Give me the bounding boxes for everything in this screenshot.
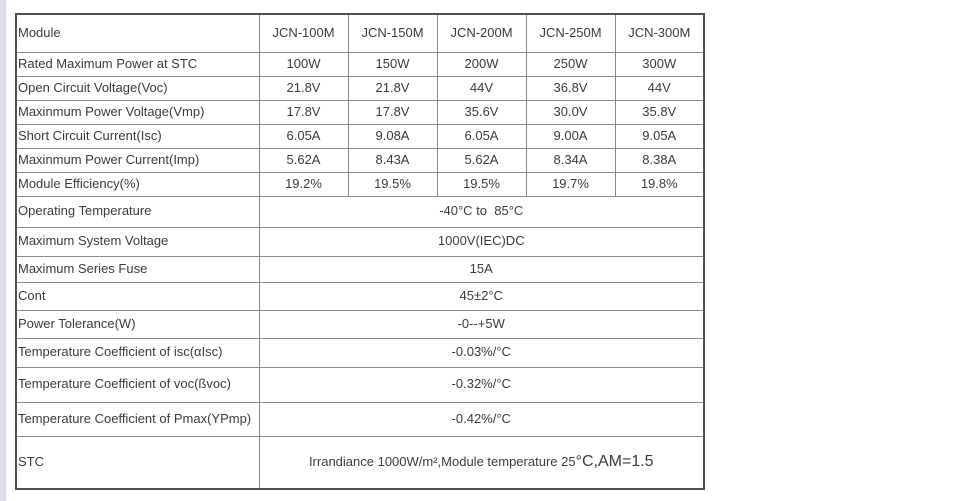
table-row-max-power-voltage: Maxinmum Power Voltage(Vmp) 17.8V 17.8V … — [15, 99, 705, 125]
cell-value: 44V — [436, 75, 527, 101]
table-row-max-power-current: Maxinmum Power Current(Imp) 5.62A 8.43A … — [15, 147, 705, 173]
row-label: Maxinmum Power Current(Imp) — [15, 147, 260, 173]
cell-value: 6.05A — [436, 123, 527, 149]
cell-value: 8.34A — [525, 147, 616, 173]
row-label: Power Tolerance(W) — [15, 309, 260, 339]
cell-value: 30.0V — [525, 99, 616, 125]
cell-value: 150W — [347, 51, 438, 77]
cell-value: 36.8V — [525, 75, 616, 101]
cell-value: 9.05A — [614, 123, 705, 149]
cell-value-merged: -0.32%/°C — [258, 366, 705, 403]
table-row-temp-coeff-pmax: Temperature Coefficient of Pmax(ΥPmp) -0… — [15, 401, 705, 437]
cell-value-merged: -40°C to 85°C — [258, 195, 705, 228]
table-row-stc: STC Irrandiance 1000W/m²,Module temperat… — [15, 435, 705, 490]
cell-value: 19.8% — [614, 171, 705, 197]
table-row-rated-power: Rated Maximum Power at STC 100W 150W 200… — [15, 51, 705, 77]
cell-value: 17.8V — [347, 99, 438, 125]
cell-value-merged: 45±2°C — [258, 281, 705, 311]
row-label: Open Circuit Voltage(Voc) — [15, 75, 260, 101]
table-row-temp-coeff-isc: Temperature Coefficient of isc(αIsc) -0.… — [15, 337, 705, 368]
cell-value-merged: 15A — [258, 255, 705, 283]
cell-value: 5.62A — [258, 147, 349, 173]
cell-value: 35.8V — [614, 99, 705, 125]
row-label: Module Efficiency(%) — [15, 171, 260, 197]
row-label: Maximum Series Fuse — [15, 255, 260, 283]
cell-value: 21.8V — [347, 75, 438, 101]
row-label: Temperature Coefficient of Pmax(ΥPmp) — [15, 401, 260, 437]
cell-value: 9.00A — [525, 123, 616, 149]
cell-value: 8.43A — [347, 147, 438, 173]
cell-value: 19.5% — [436, 171, 527, 197]
cell-value-merged: -0.42%/°C — [258, 401, 705, 437]
header-model-jcn-200m: JCN-200M — [436, 13, 527, 53]
cell-value: 9.08A — [347, 123, 438, 149]
row-label: Temperature Coefficient of voc(ßvoc) — [15, 366, 260, 403]
table-row-cont: Cont 45±2°C — [15, 281, 705, 311]
page-edge-strip — [0, 0, 6, 501]
cell-value: 200W — [436, 51, 527, 77]
header-model-jcn-100m: JCN-100M — [258, 13, 349, 53]
cell-value: 19.2% — [258, 171, 349, 197]
table-row-temp-coeff-voc: Temperature Coefficient of voc(ßvoc) -0.… — [15, 366, 705, 403]
stc-text-normal: Irrandiance 1000W/m²,Module temperature … — [308, 454, 576, 470]
row-label: Rated Maximum Power at STC — [15, 51, 260, 77]
row-label: Cont — [15, 281, 260, 311]
cell-value-merged: -0--+5W — [258, 309, 705, 339]
table-row-power-tolerance: Power Tolerance(W) -0--+5W — [15, 309, 705, 339]
table-row-module-efficiency: Module Efficiency(%) 19.2% 19.5% 19.5% 1… — [15, 171, 705, 197]
cell-value-merged: 1000V(IEC)DC — [258, 226, 705, 257]
cell-value: 19.5% — [347, 171, 438, 197]
cell-value: 250W — [525, 51, 616, 77]
module-spec-table-container: Module JCN-100M JCN-150M JCN-200M JCN-25… — [15, 13, 705, 490]
cell-value: 44V — [614, 75, 705, 101]
table-row-short-circuit-current: Short Circuit Current(Isc) 6.05A 9.08A 6… — [15, 123, 705, 149]
row-label: Short Circuit Current(Isc) — [15, 123, 260, 149]
cell-value: 35.6V — [436, 99, 527, 125]
table-row-max-system-voltage: Maximum System Voltage 1000V(IEC)DC — [15, 226, 705, 257]
header-model-jcn-150m: JCN-150M — [347, 13, 438, 53]
cell-value: 19.7% — [525, 171, 616, 197]
table-row-open-circuit-voltage: Open Circuit Voltage(Voc) 21.8V 21.8V 44… — [15, 75, 705, 101]
header-model-jcn-300m: JCN-300M — [614, 13, 705, 53]
cell-value: 300W — [614, 51, 705, 77]
row-label: Temperature Coefficient of isc(αIsc) — [15, 337, 260, 368]
cell-value: 17.8V — [258, 99, 349, 125]
row-label: Operating Temperature — [15, 195, 260, 228]
table-row-max-series-fuse: Maximum Series Fuse 15A — [15, 255, 705, 283]
row-label: Maximum System Voltage — [15, 226, 260, 257]
table-header-row: Module JCN-100M JCN-150M JCN-200M JCN-25… — [15, 13, 705, 53]
cell-value: 5.62A — [436, 147, 527, 173]
cell-value: 100W — [258, 51, 349, 77]
row-label: STC — [15, 435, 260, 490]
header-model-jcn-250m: JCN-250M — [525, 13, 616, 53]
cell-value-merged: -0.03%/°C — [258, 337, 705, 368]
cell-value: 21.8V — [258, 75, 349, 101]
module-spec-table: Module JCN-100M JCN-150M JCN-200M JCN-25… — [15, 13, 705, 490]
row-label: Maxinmum Power Voltage(Vmp) — [15, 99, 260, 125]
cell-value-stc: Irrandiance 1000W/m²,Module temperature … — [258, 435, 705, 490]
stc-text-large: °C,AM=1.5 — [575, 453, 654, 471]
cell-value: 8.38A — [614, 147, 705, 173]
cell-value: 6.05A — [258, 123, 349, 149]
table-row-operating-temperature: Operating Temperature -40°C to 85°C — [15, 195, 705, 228]
header-module-label: Module — [15, 13, 260, 53]
